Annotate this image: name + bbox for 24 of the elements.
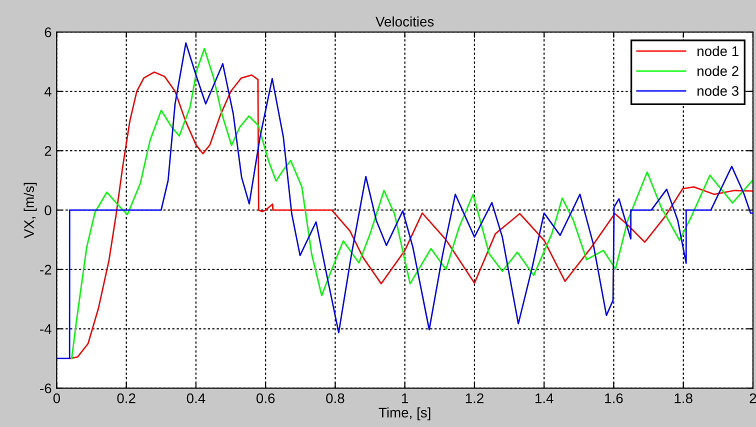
x-tick-label: 1.2 — [466, 393, 484, 404]
x-tick-label: 0 — [53, 393, 60, 404]
x-tick-label: 0.2 — [117, 393, 136, 404]
y-tick-label: 0 — [44, 205, 52, 216]
x-tick-label: 0.6 — [256, 393, 275, 404]
x-tick-label: 1.8 — [674, 393, 692, 404]
x-axis-title: Time, [s] — [378, 407, 430, 420]
legend-label: node 1 — [698, 46, 738, 56]
x-tick-label: 0.4 — [186, 393, 206, 404]
x-tick-label: 2 — [750, 393, 756, 404]
x-tick-label: 1 — [402, 394, 408, 404]
y-tick-label: -2 — [40, 264, 52, 274]
y-tick-label: 4 — [44, 86, 52, 96]
legend-label: node 2 — [698, 66, 738, 76]
y-tick-label: -4 — [40, 324, 52, 334]
y-axis-title: VX, [m/s] — [24, 182, 37, 238]
x-tick-label: 0.8 — [326, 393, 344, 404]
x-tick-label: 1.6 — [605, 393, 623, 404]
x-tick-label: 1.4 — [536, 394, 554, 404]
y-tick-label: -6 — [40, 383, 52, 394]
chart-title: Velocities — [376, 16, 434, 27]
y-tick-label: 6 — [44, 27, 52, 38]
y-tick-label: 2 — [44, 146, 52, 156]
legend-label: node 3 — [698, 86, 738, 96]
